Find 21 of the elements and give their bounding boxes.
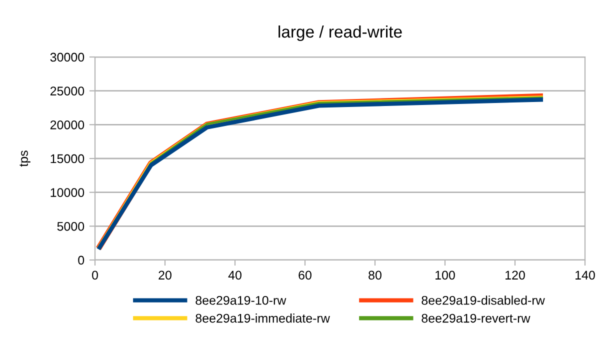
x-tick-label: 140 (576, 270, 595, 280)
x-tick-label: 0 (92, 270, 98, 280)
x-tick-label: 40 (228, 270, 242, 280)
y-tick-label: 5000 (57, 222, 84, 231)
legend-label: 8ee29a19-immediate-rw (196, 314, 330, 323)
y-tick-label: 15000 (50, 154, 84, 164)
x-tick-label: 60 (298, 270, 312, 280)
y-tick-label: 10000 (50, 188, 84, 197)
y-tick-label: 0 (78, 256, 84, 265)
y-tick-label: 25000 (50, 86, 84, 96)
x-tick-label: 100 (436, 270, 455, 280)
x-tick-label: 120 (506, 270, 525, 280)
legend-label: 8ee29a19-10-rw (196, 296, 286, 305)
legend-label: 8ee29a19-revert-rw (422, 314, 530, 323)
y-tick-label: 30000 (50, 52, 84, 62)
legend-label: 8ee29a19-disabled-rw (422, 296, 545, 305)
chart-title: large / read-write (278, 25, 402, 42)
y-tick-label: 20000 (50, 120, 84, 130)
x-tick-label: 80 (368, 270, 382, 280)
y-axis-title: tps (20, 150, 30, 167)
x-tick-label: 20 (158, 270, 172, 280)
